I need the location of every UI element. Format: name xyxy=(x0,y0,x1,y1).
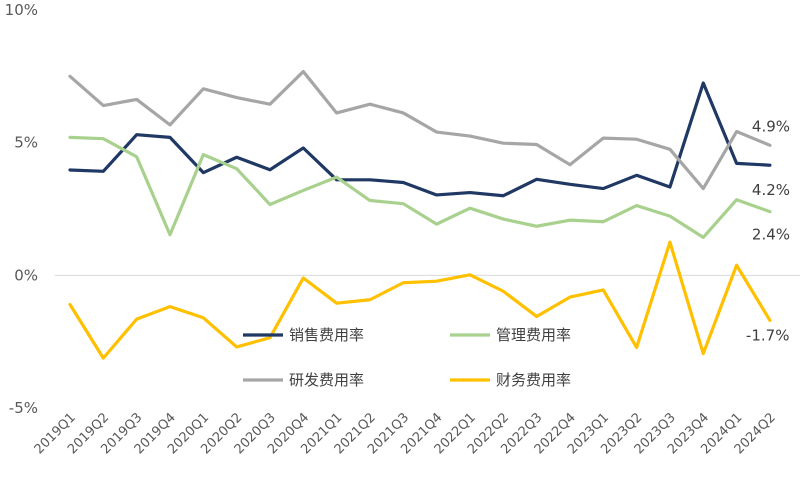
y-tick-label: 10% xyxy=(5,1,38,19)
end-value-label: -1.7% xyxy=(746,326,790,344)
x-axis: 2019Q12019Q22019Q32019Q42020Q12020Q22020… xyxy=(32,410,779,457)
y-tick-label: -5% xyxy=(9,399,38,417)
end-value-label: 4.9% xyxy=(752,117,790,135)
end-value-label: 4.2% xyxy=(752,181,790,199)
legend-label: 管理费用率 xyxy=(496,326,571,344)
series-line-2 xyxy=(68,135,772,239)
data-labels: 4.2% 2.4% 4.9% -1.7% xyxy=(746,117,790,344)
series-line-3 xyxy=(68,69,772,191)
y-tick-label: 0% xyxy=(14,266,38,284)
legend-label: 研发费用率 xyxy=(289,371,364,389)
series-layer xyxy=(68,69,772,360)
y-tick-label: 5% xyxy=(14,134,38,152)
legend-label: 销售费用率 xyxy=(289,326,364,344)
legend-label: 财务费用率 xyxy=(496,371,571,389)
series-line-1 xyxy=(68,81,772,198)
end-value-label: 2.4% xyxy=(752,226,790,244)
y-axis: -5% 0% 5% 10% xyxy=(5,1,38,417)
series-line-4 xyxy=(68,240,772,360)
